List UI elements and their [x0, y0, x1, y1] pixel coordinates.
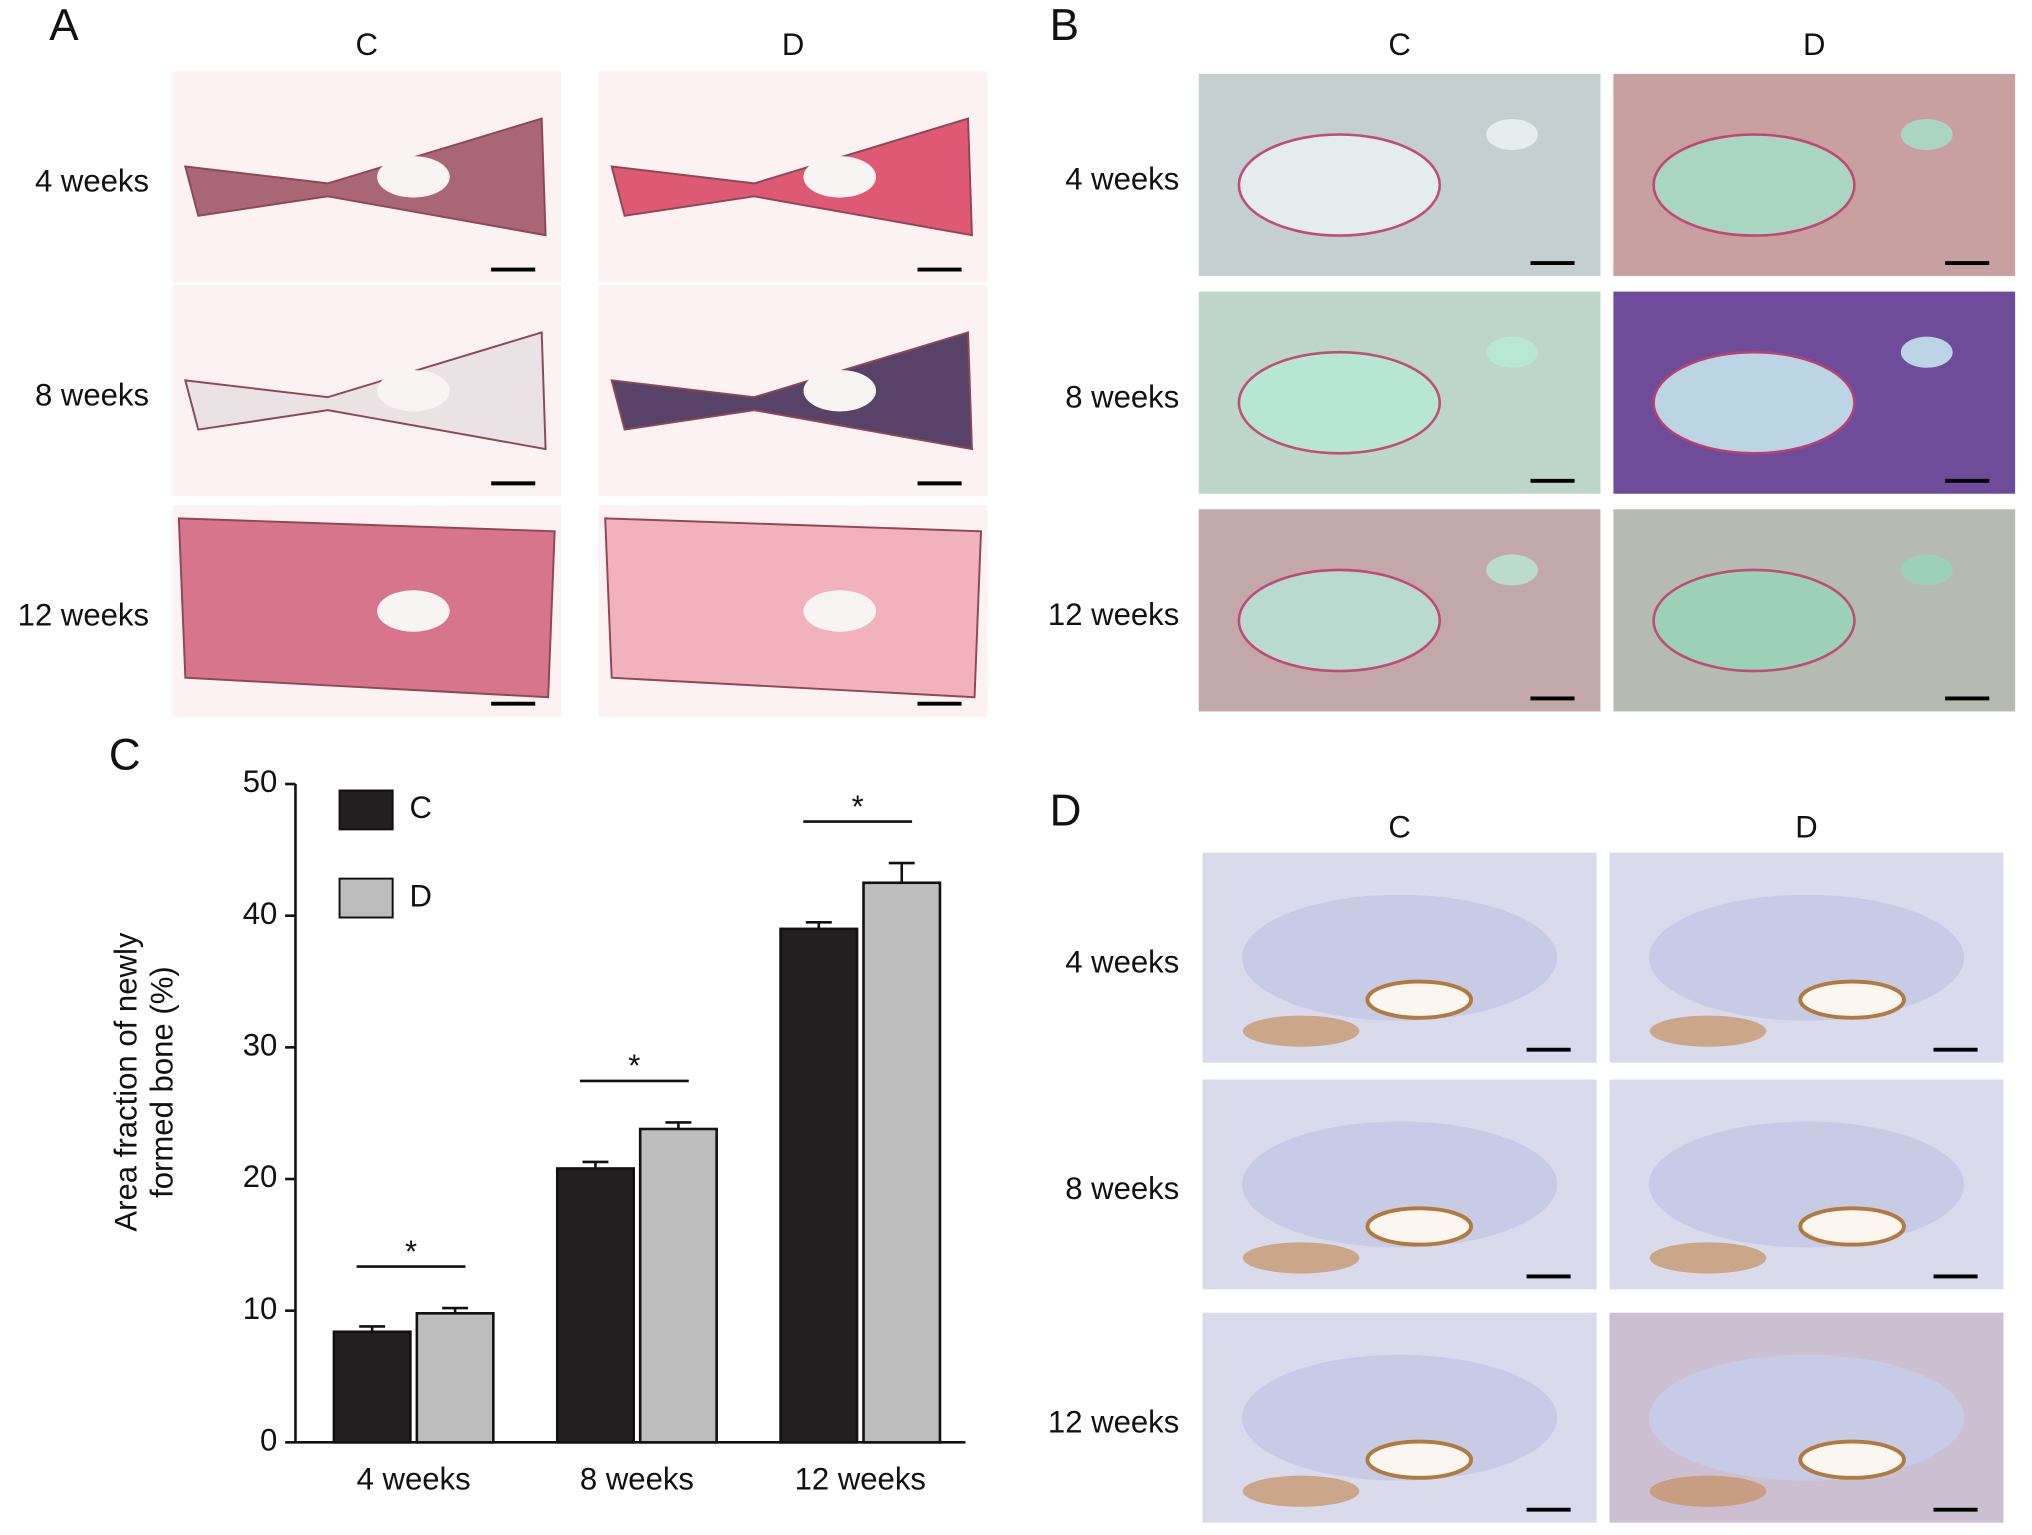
y-axis-label-line: formed bone (%) — [145, 966, 180, 1198]
column-header: D — [782, 27, 804, 62]
bone-region — [1242, 1354, 1558, 1481]
row-label: 12 weeks — [18, 598, 149, 633]
bar — [862, 881, 942, 1444]
y-tick-label: 10 — [243, 1291, 278, 1326]
marrow-space — [377, 590, 450, 632]
error-bar — [888, 861, 915, 883]
tissue-feature — [1652, 133, 1856, 237]
tissue-feature — [1237, 133, 1442, 237]
panel-label: B — [1050, 1, 1079, 50]
x-tick-label: 8 weeks — [580, 1461, 694, 1496]
y-tick-label: 30 — [243, 1028, 278, 1063]
column-header: C — [1388, 27, 1410, 62]
x-tick-label: 12 weeks — [795, 1461, 926, 1496]
bone-region — [1242, 894, 1558, 1021]
legend-swatch — [338, 789, 394, 831]
tissue-feature — [1486, 118, 1538, 151]
y-tick-label: 40 — [243, 896, 278, 931]
bar — [638, 1127, 718, 1444]
row-label: 12 weeks — [1048, 597, 1179, 632]
error-bar — [359, 1325, 386, 1332]
tissue-section — [184, 331, 547, 451]
marrow-space — [803, 369, 877, 412]
stain — [1242, 1242, 1360, 1274]
tissue-section — [610, 117, 973, 237]
tissue-feature — [1900, 554, 1953, 586]
error-bar — [442, 1306, 469, 1314]
stain — [1242, 1475, 1360, 1507]
bar — [555, 1167, 636, 1444]
bar — [779, 927, 859, 1444]
marrow-space — [1798, 979, 1906, 1020]
tissue-feature — [1652, 350, 1856, 455]
significance-mark: * — [405, 1234, 417, 1269]
panel-label: A — [49, 1, 79, 50]
marrow-space — [377, 369, 450, 412]
row-label: 8 weeks — [1065, 1171, 1179, 1206]
row-label: 12 weeks — [1048, 1404, 1179, 1439]
error-bar — [805, 920, 832, 929]
row-label: 4 weeks — [1065, 162, 1179, 197]
bar — [332, 1330, 412, 1444]
y-tick-label: 0 — [260, 1423, 277, 1458]
bar — [415, 1312, 495, 1444]
column-header: C — [356, 27, 378, 62]
legend-label: D — [410, 878, 432, 913]
stain — [1649, 1475, 1767, 1507]
column-header: D — [1795, 810, 1817, 845]
tissue-feature — [1652, 568, 1856, 673]
stain — [1242, 1015, 1360, 1047]
tissue-feature — [1900, 118, 1953, 151]
tissue-feature — [1486, 336, 1538, 368]
marrow-space — [1798, 1206, 1906, 1247]
panel-label: D — [1050, 786, 1082, 835]
bone-region — [1242, 1121, 1558, 1248]
y-tick-label: 20 — [243, 1159, 278, 1194]
marrow-space — [1365, 1206, 1474, 1247]
tissue-feature — [1900, 336, 1953, 368]
row-label: 8 weeks — [35, 377, 149, 412]
marrow-space — [803, 156, 877, 198]
marrow-space — [1365, 1439, 1474, 1480]
tissue-section — [604, 517, 983, 699]
row-label: 4 weeks — [1065, 944, 1179, 979]
tissue-section — [610, 331, 973, 451]
error-bar — [665, 1121, 692, 1129]
legend-label: C — [410, 790, 432, 825]
tissue-feature — [1486, 554, 1538, 586]
y-axis-label-line: Area fraction of newly — [109, 932, 144, 1231]
tissue-section — [184, 117, 547, 237]
y-tick-label: 50 — [243, 764, 278, 799]
significance-mark: * — [628, 1048, 640, 1083]
panel-label: C — [109, 731, 141, 780]
row-label: 8 weeks — [1065, 379, 1179, 414]
x-tick-label: 4 weeks — [357, 1461, 471, 1496]
stain — [1649, 1242, 1767, 1274]
stain — [1649, 1015, 1767, 1047]
error-bar — [582, 1160, 609, 1169]
tissue-section — [177, 517, 556, 699]
tissue-feature — [1237, 568, 1442, 673]
column-header: D — [1803, 27, 1825, 62]
significance-mark: * — [852, 789, 864, 824]
marrow-space — [803, 590, 877, 632]
column-header: C — [1388, 810, 1410, 845]
y-axis-label: Area fraction of newlyformed bone (%) — [109, 932, 180, 1231]
marrow-space — [1798, 1439, 1906, 1480]
legend-swatch — [338, 877, 394, 919]
marrow-space — [377, 156, 450, 198]
row-label: 4 weeks — [35, 164, 149, 199]
tissue-feature — [1237, 350, 1442, 455]
marrow-space — [1365, 979, 1474, 1020]
